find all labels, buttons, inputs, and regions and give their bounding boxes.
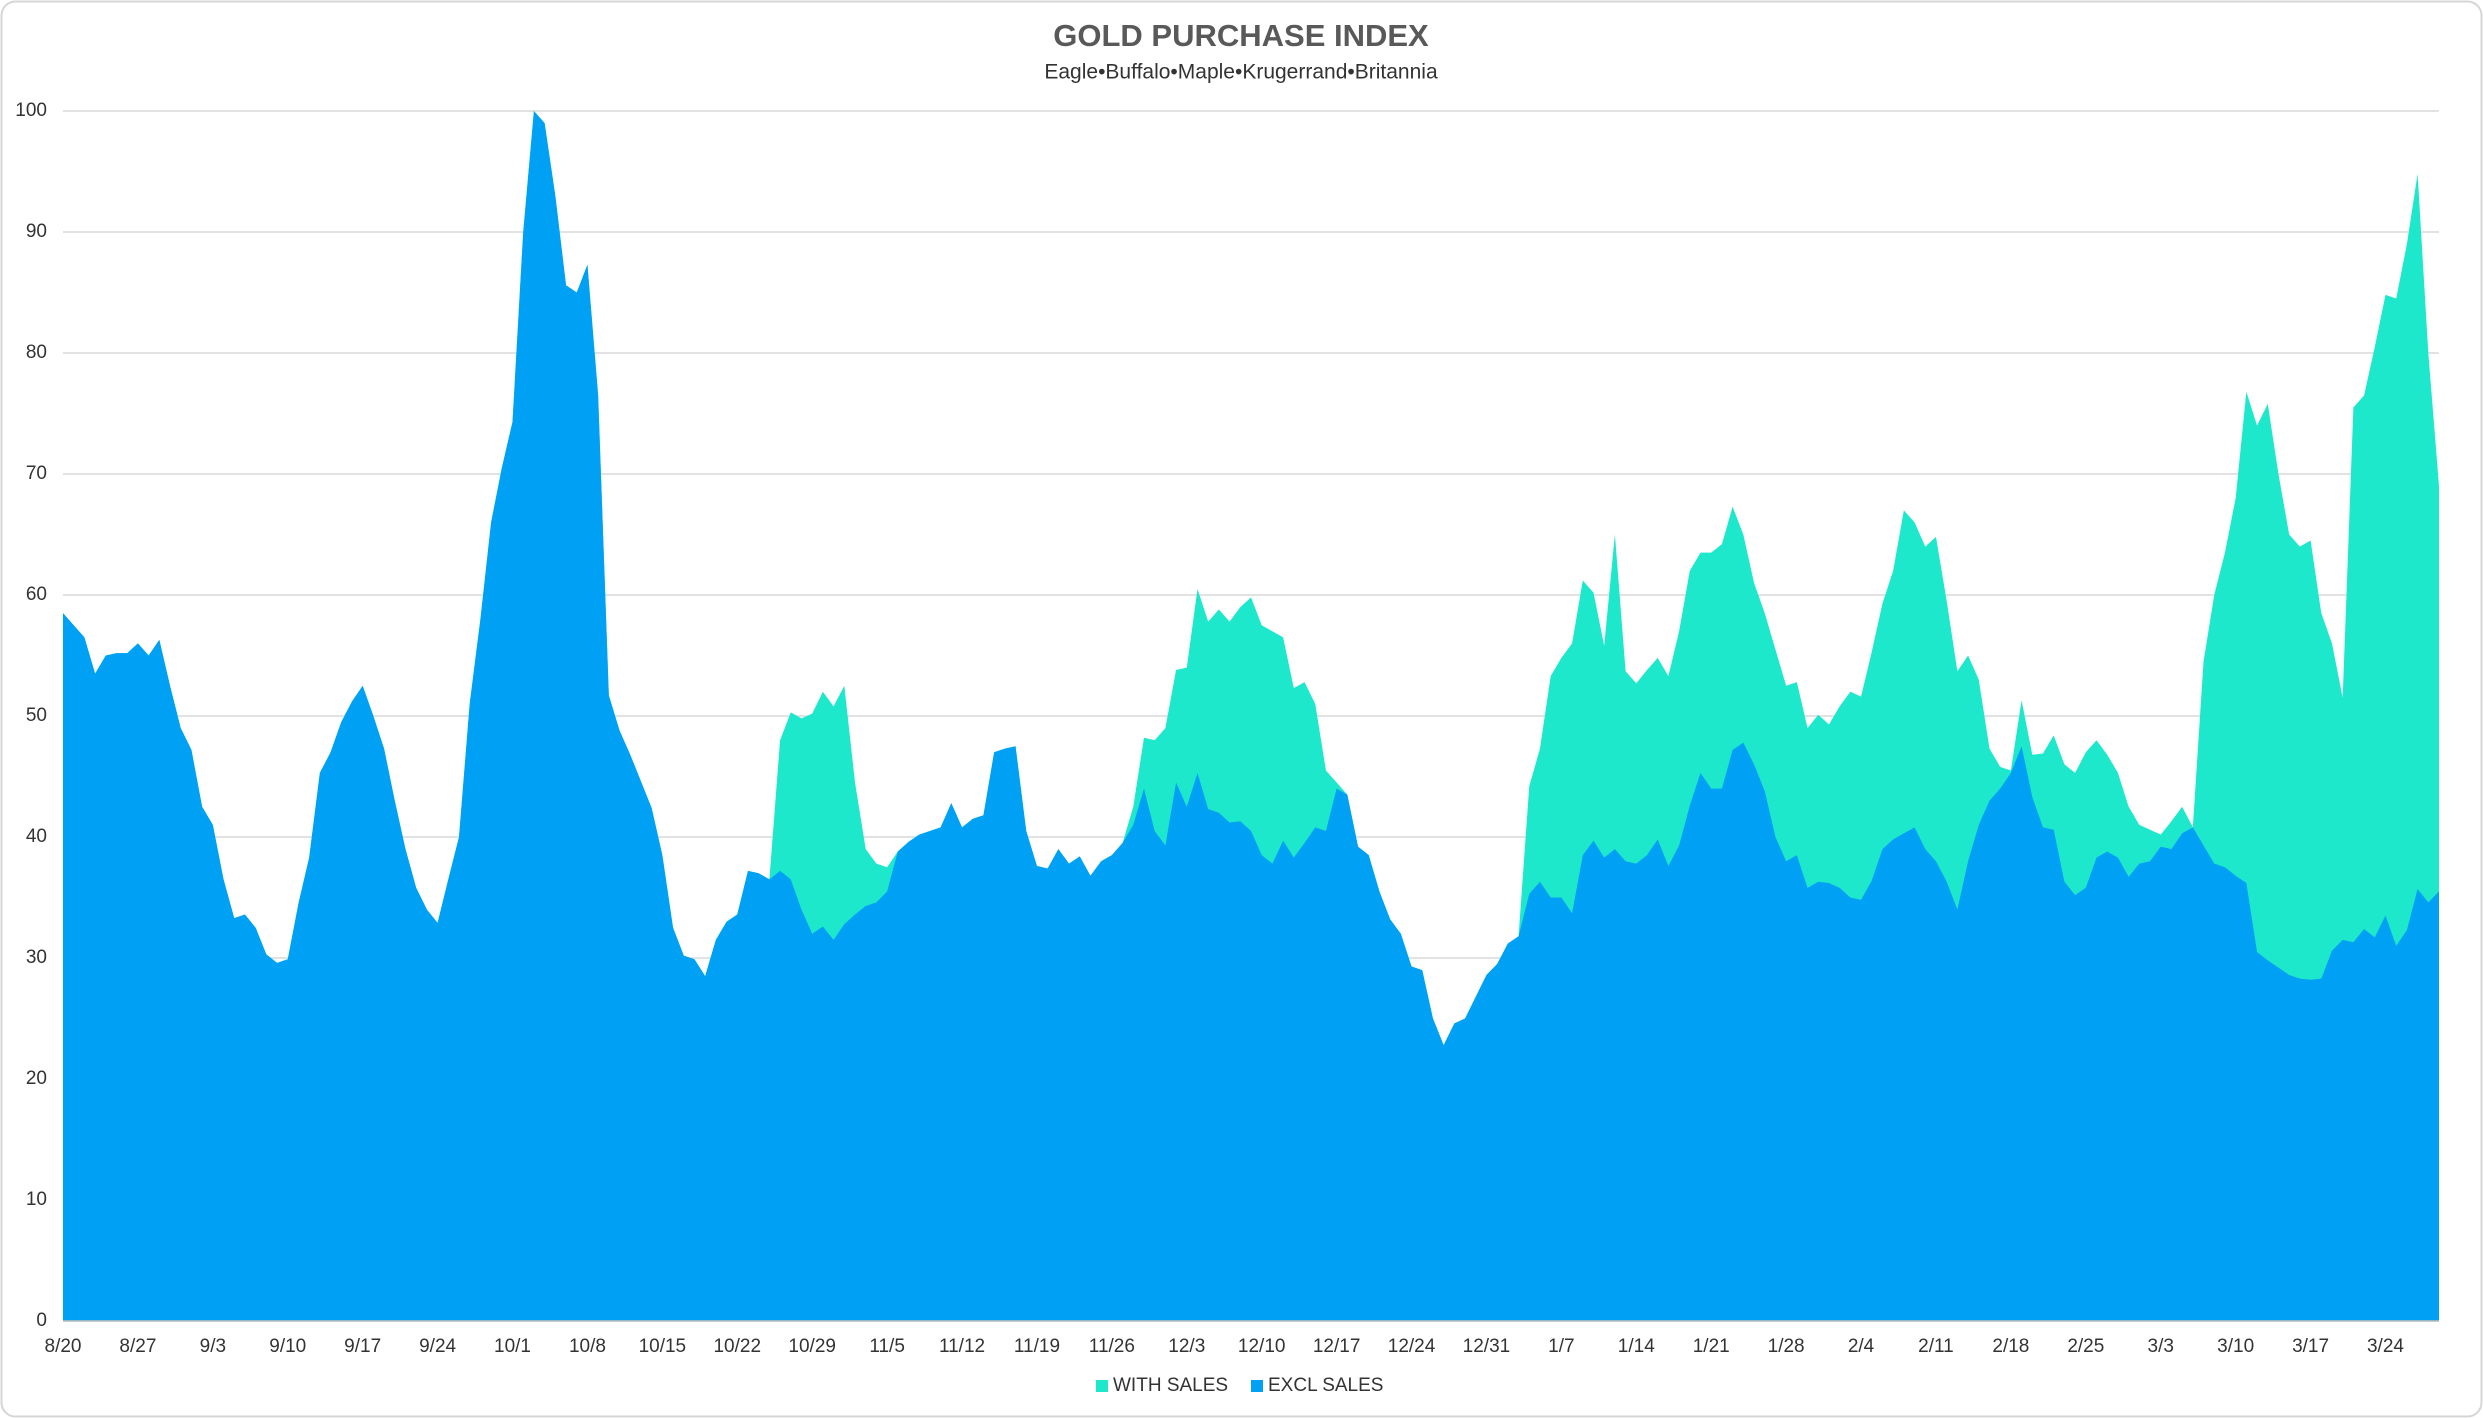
y-tick-label: 50 xyxy=(26,705,47,726)
y-tick-label: 80 xyxy=(26,342,47,363)
y-tick-label: 100 xyxy=(15,100,47,121)
x-tick-label: 12/10 xyxy=(1238,1336,1286,1357)
legend-swatch xyxy=(1251,1380,1263,1392)
x-tick-label: 12/3 xyxy=(1168,1336,1205,1357)
x-tick-label: 3/10 xyxy=(2217,1336,2254,1357)
x-tick-label: 11/5 xyxy=(869,1336,905,1357)
x-tick-label: 11/12 xyxy=(939,1336,985,1357)
x-tick-label: 11/19 xyxy=(1014,1336,1060,1357)
x-tick-label: 10/1 xyxy=(494,1336,531,1357)
x-tick-label: 2/25 xyxy=(2067,1336,2104,1357)
x-tick-label: 9/24 xyxy=(419,1336,456,1357)
x-tick-label: 10/8 xyxy=(569,1336,606,1357)
y-tick-label: 20 xyxy=(26,1068,47,1089)
y-tick-label: 60 xyxy=(26,584,47,605)
x-tick-label: 9/17 xyxy=(344,1336,381,1357)
chart-subtitle: Eagle•Buffalo•Maple•Krugerrand•Britannia xyxy=(1044,61,1438,84)
x-tick-label: 1/21 xyxy=(1693,1336,1730,1357)
y-tick-label: 40 xyxy=(26,826,47,847)
x-tick-label: 11/26 xyxy=(1089,1336,1135,1357)
x-tick-label: 3/3 xyxy=(2148,1336,2174,1357)
x-tick-label: 3/17 xyxy=(2292,1336,2329,1357)
x-tick-label: 3/24 xyxy=(2367,1336,2404,1357)
x-tick-label: 10/15 xyxy=(639,1336,687,1357)
x-tick-label: 9/10 xyxy=(269,1336,306,1357)
y-tick-label: 70 xyxy=(26,463,47,484)
x-tick-label: 2/18 xyxy=(1992,1336,2029,1357)
x-tick-label: 10/22 xyxy=(713,1336,761,1357)
x-tick-label: 12/17 xyxy=(1313,1336,1361,1357)
x-tick-label: 9/3 xyxy=(200,1336,226,1357)
x-tick-label: 12/31 xyxy=(1463,1336,1511,1357)
y-tick-label: 90 xyxy=(26,221,47,242)
x-tick-label: 8/20 xyxy=(45,1336,82,1357)
x-tick-label: 2/4 xyxy=(1848,1336,1875,1357)
x-tick-label: 1/7 xyxy=(1548,1336,1574,1357)
area xyxy=(63,111,2439,1321)
legend-swatch xyxy=(1096,1380,1108,1392)
x-tick-label: 1/28 xyxy=(1768,1336,1805,1357)
x-tick-label: 8/27 xyxy=(119,1336,156,1357)
chart-title: GOLD PURCHASE INDEX xyxy=(1053,18,1429,53)
y-tick-label: 0 xyxy=(36,1310,47,1331)
legend-label: EXCL SALES xyxy=(1268,1375,1383,1396)
legend-label: WITH SALES xyxy=(1113,1375,1228,1396)
x-tick-label: 10/29 xyxy=(788,1336,836,1357)
y-tick-label: 10 xyxy=(26,1189,47,1210)
y-tick-label: 30 xyxy=(26,947,47,968)
x-tick-label: 12/24 xyxy=(1388,1336,1436,1357)
x-tick-label: 2/11 xyxy=(1918,1336,1954,1357)
x-tick-label: 1/14 xyxy=(1618,1336,1655,1357)
